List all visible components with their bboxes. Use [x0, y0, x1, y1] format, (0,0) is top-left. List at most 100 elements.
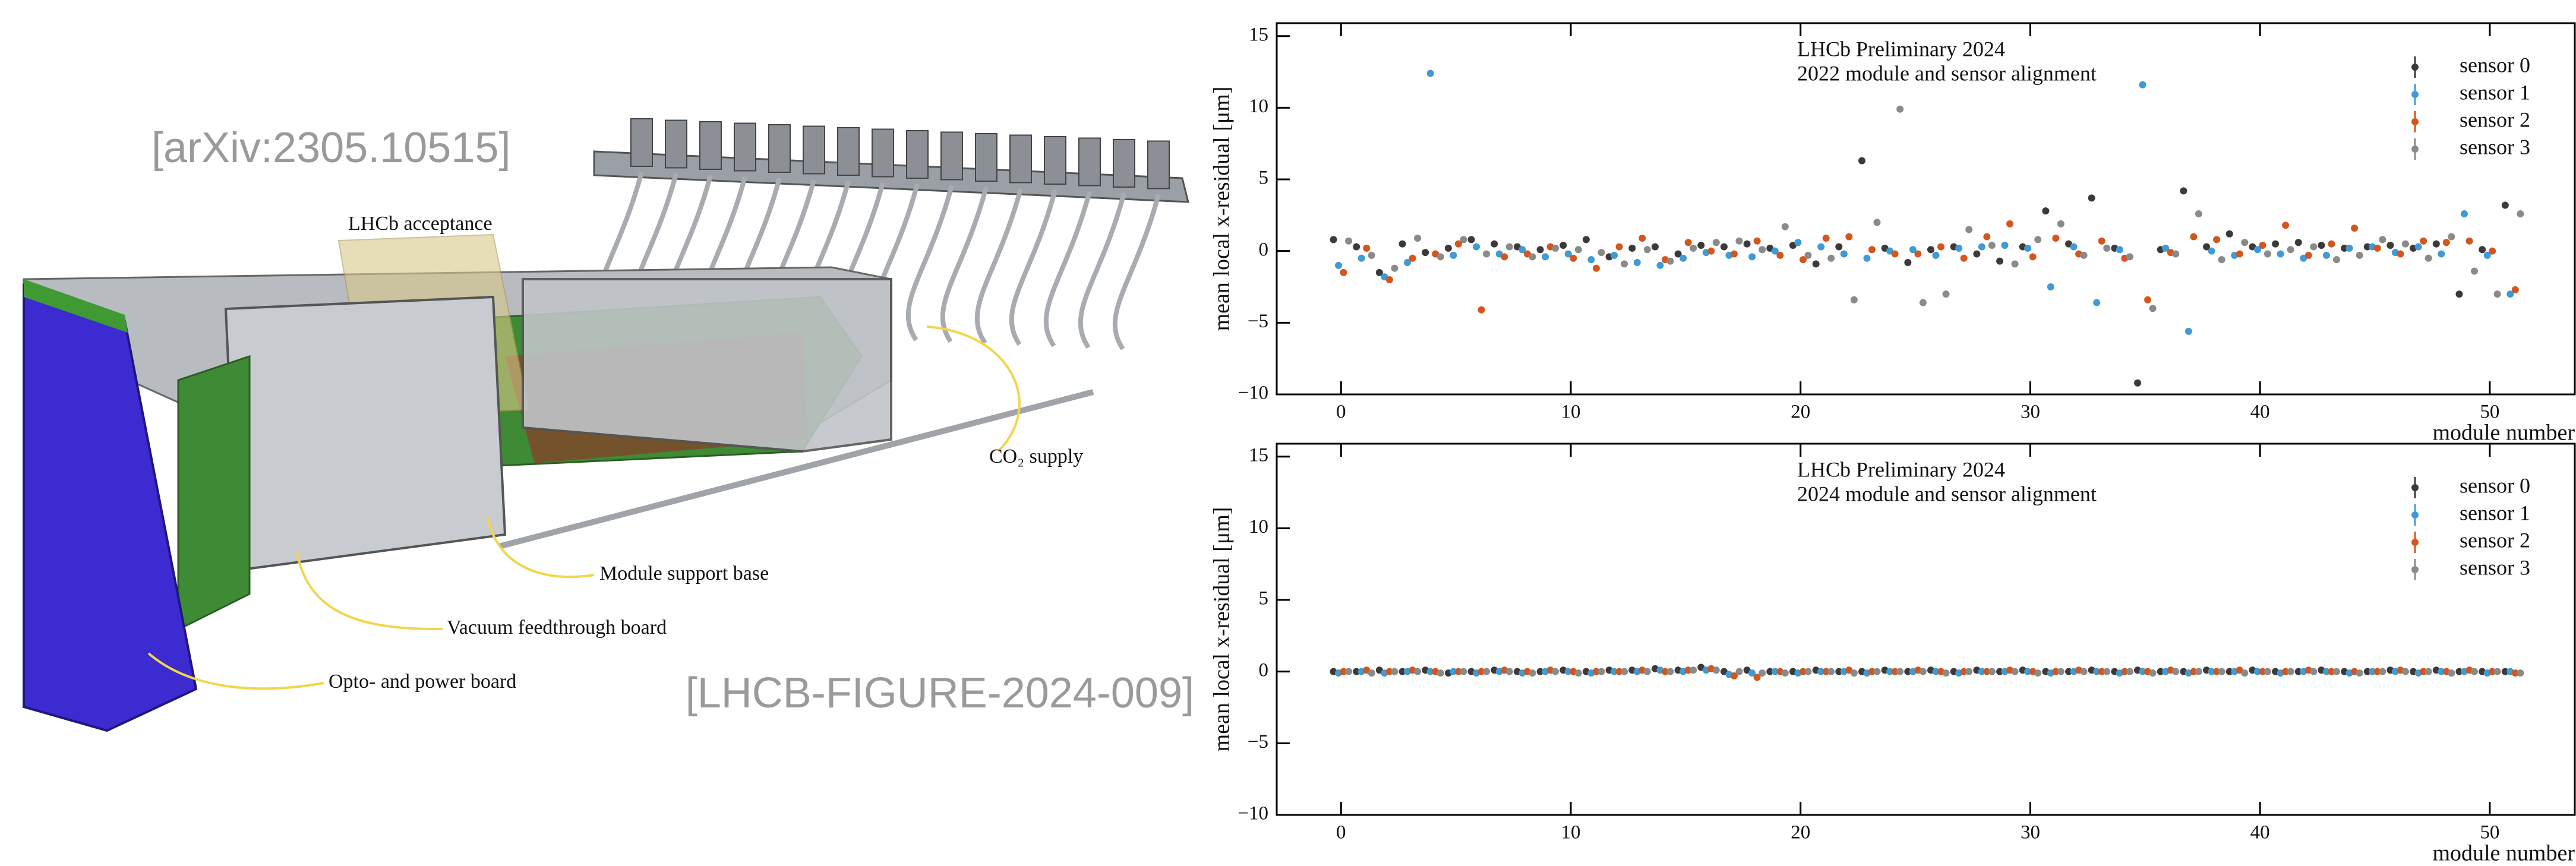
data-point [2502, 201, 2509, 208]
data-point [1552, 245, 1559, 252]
data-point [1537, 246, 1544, 253]
data-point [2070, 243, 2078, 250]
data-point [2282, 222, 2289, 229]
data-point [1817, 243, 1824, 250]
data-point [1628, 245, 1636, 252]
x-tick-label: 10 [1561, 402, 1581, 423]
label: Module support base [599, 562, 769, 584]
data-point [2448, 233, 2455, 241]
data-point [1450, 252, 1457, 259]
chart-title: LHCb Preliminary 2024 [1797, 37, 2005, 61]
legend-marker [2411, 539, 2419, 546]
data-point [1914, 251, 1921, 258]
data-point [1666, 258, 1674, 265]
data-point [2195, 668, 2202, 675]
data-point [1988, 668, 1996, 675]
data-point [1735, 238, 1742, 245]
y-axis-label: mean local x-residual [μm] [1210, 507, 1235, 752]
data-point [1835, 243, 1842, 250]
data-point [2287, 668, 2294, 675]
data-point [1368, 252, 1375, 259]
data-point [1863, 255, 1870, 262]
data-point [2208, 248, 2215, 255]
data-point [2351, 225, 2358, 232]
data-point [1473, 243, 1480, 250]
data-point [2213, 236, 2220, 243]
data-point [1560, 242, 1567, 249]
data-point [2433, 241, 2440, 248]
data-point [1713, 666, 1720, 674]
valve [803, 127, 825, 174]
data-point [2323, 252, 2330, 259]
data-point [1542, 253, 1549, 260]
valve [838, 128, 859, 175]
data-point [2264, 668, 2271, 675]
data-point [1666, 668, 1674, 675]
data-point [2374, 245, 2381, 252]
pipe [943, 187, 986, 342]
data-point [1529, 669, 1536, 677]
data-point [2420, 238, 2427, 245]
data-point [2002, 242, 2009, 249]
data-point [2494, 290, 2501, 298]
data-point [1983, 233, 1990, 241]
data-point [2126, 253, 2133, 260]
data-point [1552, 668, 1559, 675]
data-point [1506, 243, 1513, 250]
valve [941, 132, 962, 180]
data-point [1414, 668, 1421, 675]
data-point [1598, 668, 1605, 675]
page: [arXiv:2305.10515] [LHCB-FIGURE-2024-009… [0, 0, 2576, 866]
data-point [2346, 245, 2353, 252]
x-tick-label: 30 [2021, 822, 2040, 843]
data-point [2149, 305, 2157, 312]
data-point [1874, 668, 1881, 675]
legend-marker [2411, 91, 2419, 98]
data-point [2333, 256, 2340, 263]
legend-marker [2411, 64, 2419, 71]
data-point [2415, 243, 2422, 250]
pipe [1081, 193, 1124, 347]
data-point [1794, 239, 1801, 246]
data-point [1988, 242, 1996, 249]
data-point [1583, 236, 1590, 243]
data-point [2052, 235, 2059, 242]
valve [1010, 135, 1031, 183]
citation: [LHCB-FIGURE-2024-009] [686, 669, 1194, 717]
y-tick-label: −10 [1238, 383, 1268, 404]
data-point [2379, 236, 2386, 243]
y-tick-label: 15 [1249, 24, 1268, 45]
legend-marker [2411, 484, 2419, 491]
data-point [2305, 252, 2312, 259]
data-point [2471, 668, 2478, 675]
feedthrough-board [178, 356, 250, 630]
data-point [1973, 251, 1980, 258]
data-point [1386, 276, 1393, 283]
pipe [1115, 195, 1158, 349]
data-point [1776, 252, 1783, 259]
data-point [2139, 81, 2146, 89]
label: LHCb acceptance [348, 213, 493, 235]
valve [1079, 138, 1100, 186]
x-axis-label: module number [2432, 421, 2575, 445]
data-point [2287, 246, 2294, 253]
data-point [2103, 245, 2110, 252]
data-point [2264, 251, 2271, 258]
data-point [2443, 239, 2450, 246]
data-point [2318, 242, 2325, 249]
data-point [1644, 668, 1651, 675]
y-tick-label: −5 [1248, 311, 1268, 332]
data-point [1827, 255, 1835, 262]
legend-label: sensor 0 [2460, 53, 2530, 77]
data-point [2098, 238, 2105, 245]
data-point [1593, 265, 1600, 272]
data-point [1587, 256, 1595, 263]
data-point [1965, 668, 1972, 675]
data-point [1644, 246, 1651, 253]
data-point [2042, 207, 2049, 214]
x-tick-label: 50 [2480, 402, 2499, 423]
valve [976, 134, 997, 181]
data-point [2328, 241, 2335, 248]
data-point [1920, 668, 1927, 675]
data-point [1611, 252, 1618, 259]
